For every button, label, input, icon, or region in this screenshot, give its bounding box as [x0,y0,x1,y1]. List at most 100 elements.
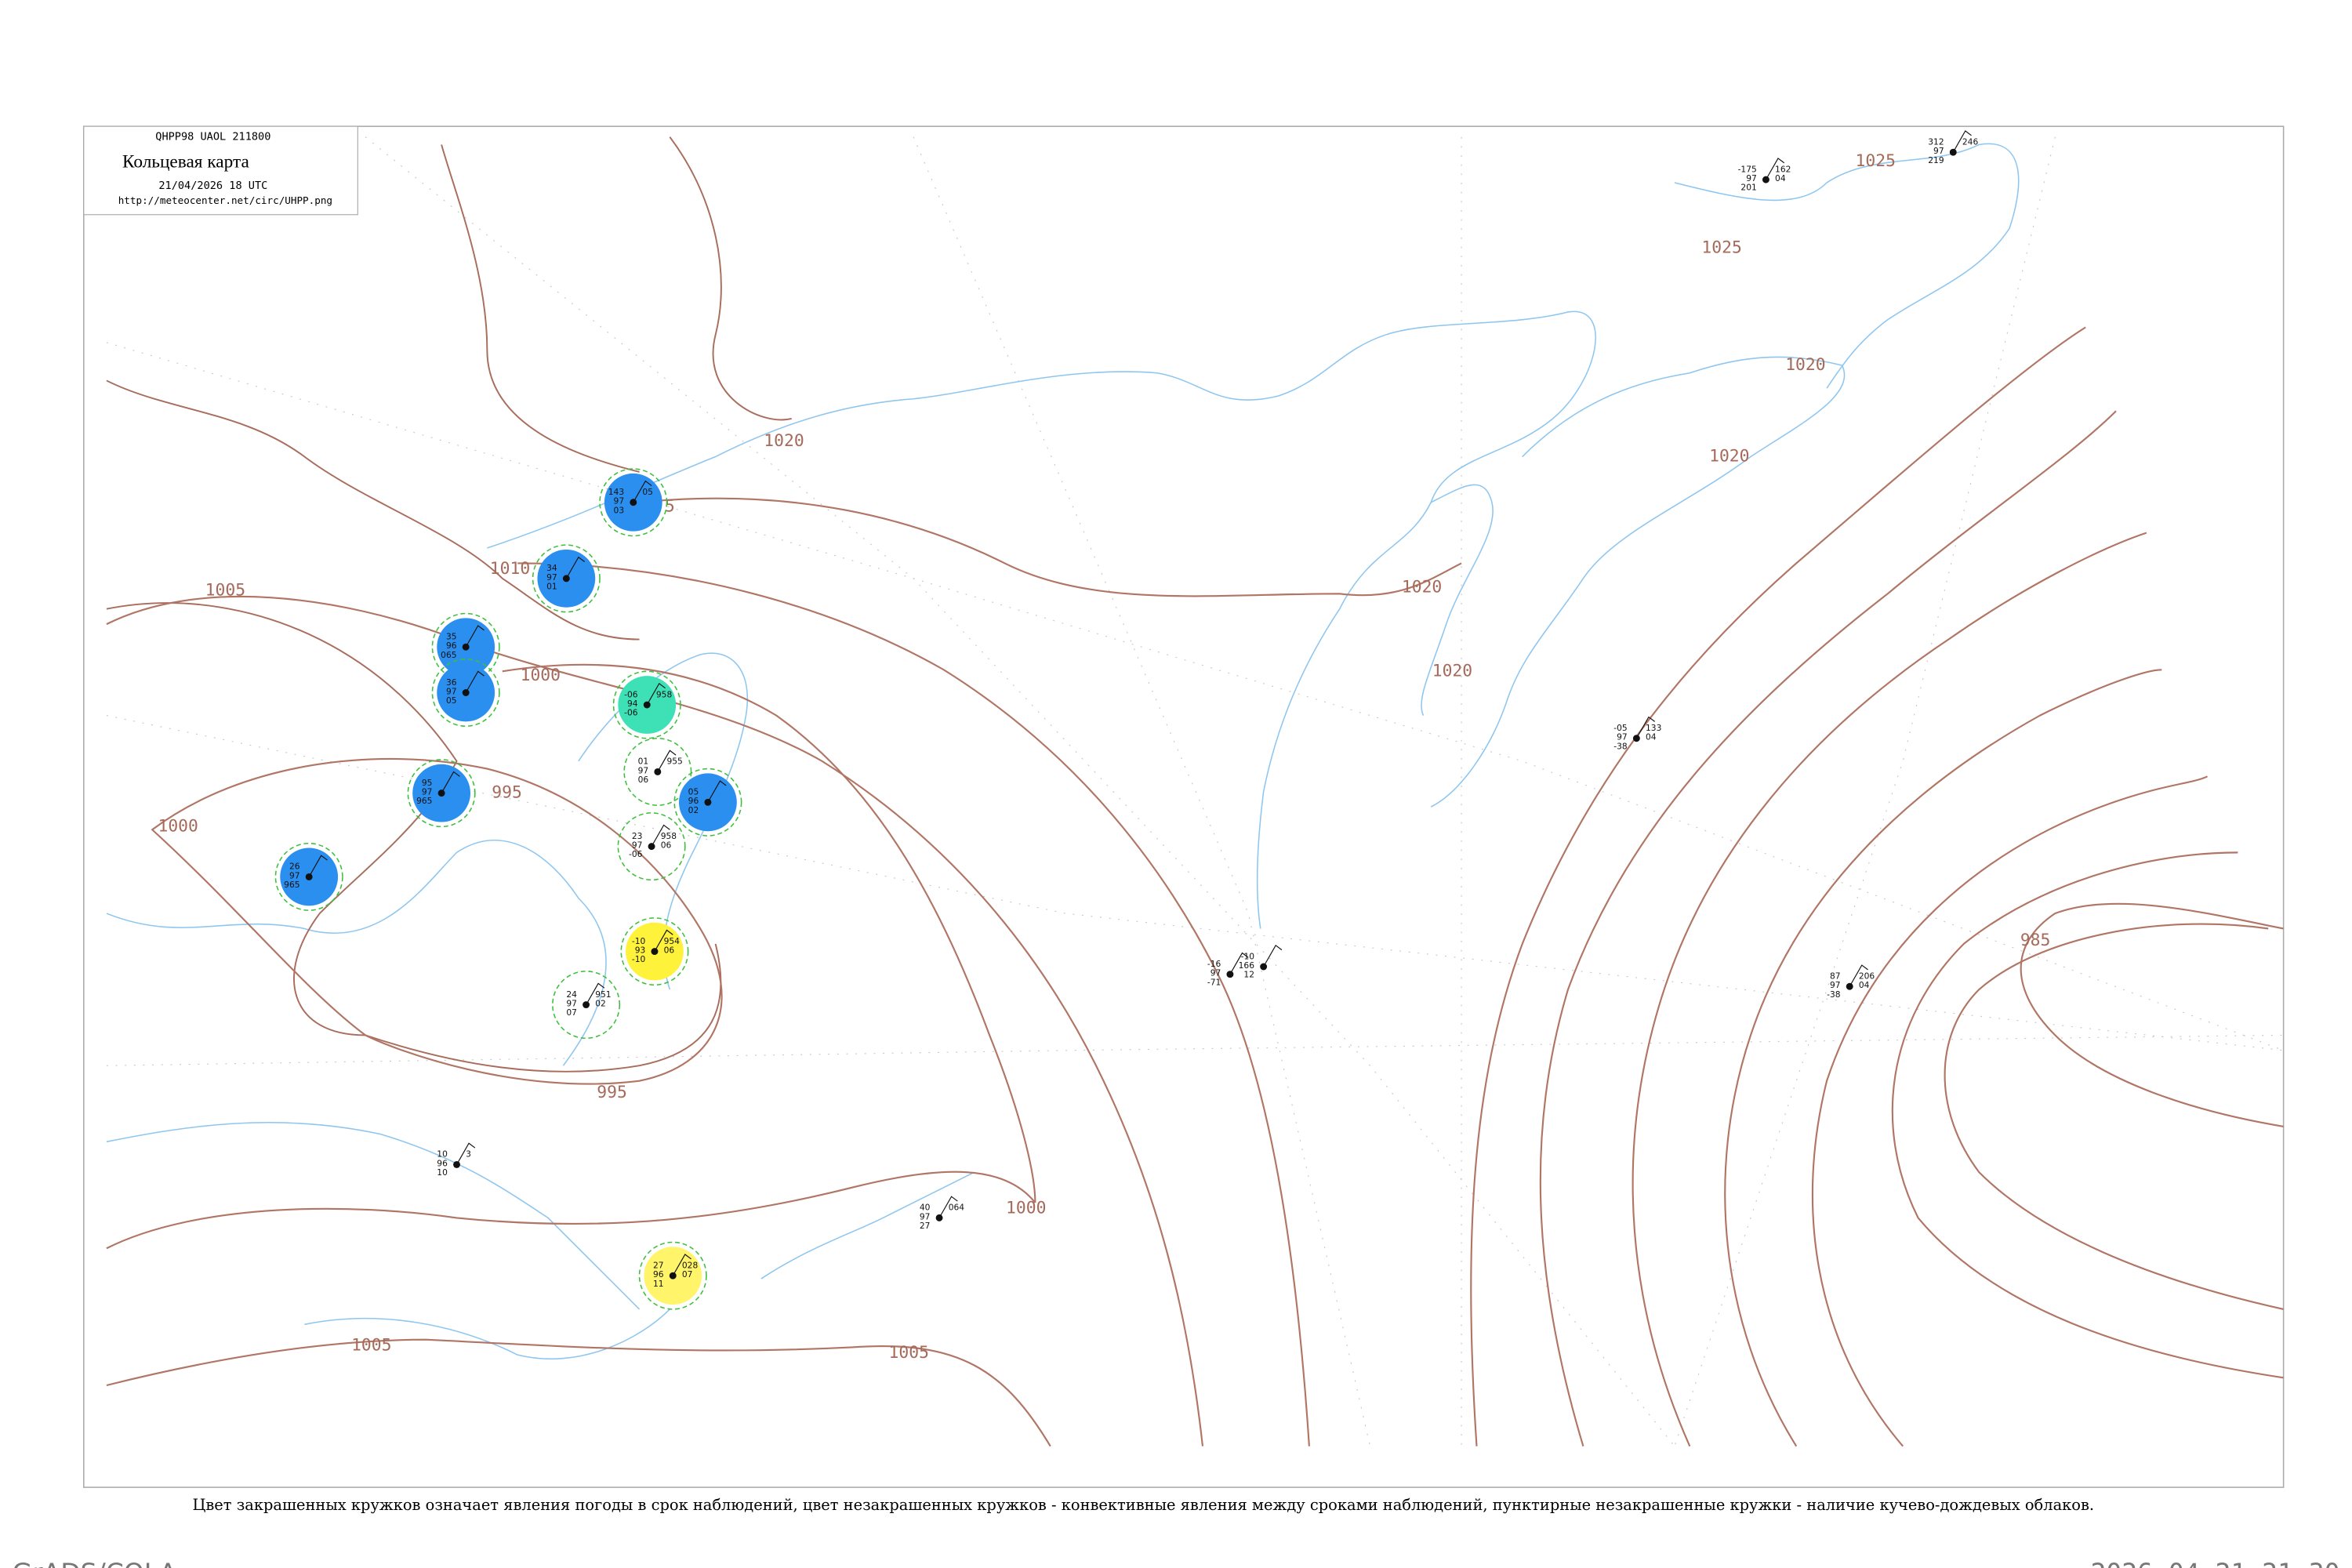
isobar-label: 1005 [889,1343,929,1363]
wind-barb [938,1196,958,1218]
station-obs: -71 [1207,977,1221,987]
station-obs: 02 [688,805,699,815]
isobar-label: 1010 [490,559,530,579]
isobar-label: 995 [597,1083,627,1102]
wind-barb [465,625,485,648]
station-obs: 93 [635,946,646,956]
station-obs: -05 [1613,723,1627,733]
station-obs: 95 [422,778,433,788]
station-obs: 133 [1646,723,1661,733]
station-obs: 97 [920,1211,931,1221]
station-obs: 951 [595,989,611,1000]
station-obs: 97 [422,787,433,797]
isobar-label: 1025 [1701,238,1741,258]
station-obs: 26 [289,862,300,872]
station-ring [552,971,621,1040]
station-obs: 27 [920,1221,931,1231]
wind-barb [633,480,652,503]
coastlines [106,143,2020,1360]
station-obs: 02 [595,998,606,1008]
isobar-label: 1020 [1402,578,1442,597]
footer-left: GrADS/COLA [13,1557,177,1568]
station-obs: 05 [446,695,457,706]
wind-barb [1229,952,1249,975]
station-ring [407,759,476,828]
station-obs: 97 [638,765,649,775]
station-obs: -38 [1613,741,1628,751]
station-ring [532,544,601,613]
footer-right: 2026-04-21-21:30 [2091,1557,2340,1568]
station-ring [620,917,689,986]
isobar-label: 1020 [1709,447,1749,466]
station-obs: 04 [1646,732,1657,742]
station-obs: 97 [446,686,457,696]
station-ring [673,768,742,837]
header-code: QHPP98 UAOL 211800 [155,131,270,143]
station-obs: 166 [1239,960,1255,971]
station-obs: 05 [642,487,653,497]
station-obs: -10 [1241,951,1255,961]
station-obs: 96 [437,1158,448,1168]
station-obs: 954 [664,936,681,946]
station-obs: 01 [638,757,649,767]
header-title: Кольцевая карта [122,152,249,172]
station-obs: 06 [664,946,675,956]
station-obs: 065 [441,650,456,660]
station-obs: -38 [1827,989,1841,1000]
station-dot [1260,963,1268,971]
wind-barb [308,855,328,877]
station-obs: 965 [416,796,432,806]
station-obs: 96 [446,641,457,651]
station-obs: 965 [284,880,299,890]
isobar-label: 1005 [205,580,245,600]
footnote: Цвет закрашенных кружков означает явлени… [192,1496,2094,1514]
station-ring [274,842,343,911]
station-obs: 97 [289,870,300,880]
station-obs: 04 [1859,980,1870,990]
station-obs: 143 [608,487,624,497]
station-obs: 10 [437,1167,448,1178]
station-obs: 97 [632,840,643,851]
station-dot [583,1001,590,1009]
station-obs: 064 [949,1203,965,1213]
station-obs: 40 [920,1203,931,1213]
station-obs: 12 [1243,970,1254,980]
station-obs: -06 [629,849,643,859]
isobar-label: 995 [492,783,522,803]
station-obs: 05 [688,787,699,797]
station-obs: -16 [1207,959,1221,969]
station-obs: 24 [566,989,577,1000]
station-obs: 955 [666,757,682,767]
station-ring [617,812,686,881]
wind-barb [707,780,727,803]
station-obs: 07 [566,1007,577,1018]
stations: 1439703053497013596065369705-0694-069580… [274,130,1978,1310]
station-ring [599,468,668,537]
station-obs: 958 [661,831,677,841]
station-ring [431,612,500,681]
station-obs: 312 [1928,136,1944,147]
wind-barb [672,1254,691,1276]
wind-barb [654,929,673,952]
header-box [83,125,358,216]
isobar-label: 1005 [351,1336,391,1356]
station-obs: 07 [682,1269,693,1279]
station-obs: 94 [627,699,638,709]
station-obs: 96 [653,1269,664,1279]
wind-barb [1263,944,1283,967]
station-ring [431,659,500,727]
station-obs: 03 [614,505,625,515]
wind-barb [651,824,670,847]
station-ring [623,737,692,806]
wind-barb [586,982,605,1005]
wind-barb [646,682,666,706]
station-dot [462,643,470,651]
